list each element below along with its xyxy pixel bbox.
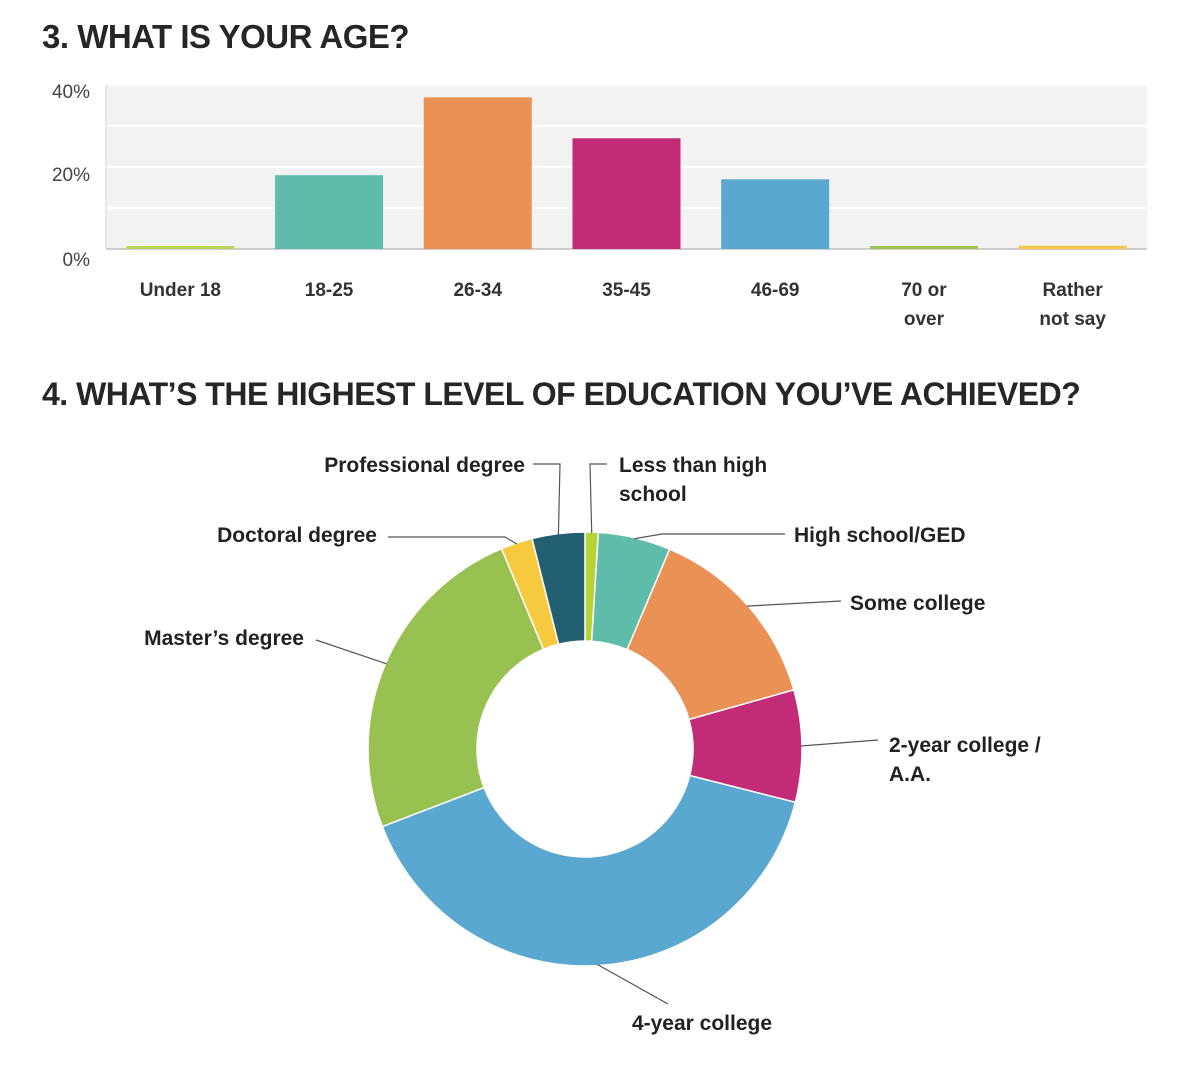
- donut-slice: [626, 548, 795, 721]
- y-tick-label: 0%: [63, 250, 91, 271]
- y-tick-label: 20%: [52, 165, 90, 186]
- x-tick-label: 26-34: [453, 280, 502, 301]
- y-tick-label: 40%: [52, 82, 90, 103]
- bar: [721, 179, 830, 249]
- donut-slice: [531, 531, 586, 646]
- leader-line: [634, 533, 785, 540]
- leader-line: [315, 639, 387, 665]
- x-tick-label: 35-45: [602, 280, 651, 301]
- slice-label: Master’s degree: [144, 627, 304, 650]
- leader-line: [800, 739, 879, 747]
- bar: [1018, 245, 1127, 249]
- x-tick-label: Rather not say: [1039, 280, 1106, 330]
- slice-label: 4-year college: [632, 1012, 772, 1035]
- donut-slice: [687, 688, 803, 804]
- slice-label: Less than high school: [619, 454, 767, 506]
- x-tick-label: Under 18: [140, 280, 221, 301]
- slice-label: 2-year college / A.A.: [889, 734, 1041, 786]
- leader-line: [533, 463, 561, 535]
- x-tick-label: 46-69: [751, 280, 800, 301]
- bar: [423, 97, 532, 249]
- donut-slice: [381, 774, 797, 967]
- leader-line: [746, 600, 842, 607]
- age-chart-title: 3. WHAT IS YOUR AGE?: [42, 18, 410, 55]
- donut-slice: [584, 531, 600, 642]
- bar: [572, 138, 681, 249]
- slice-label: High school/GED: [794, 524, 966, 547]
- bar: [275, 175, 384, 249]
- leader-line: [388, 536, 518, 545]
- age-bar-chart: 0% 20% 40% Under 18 18-25 26-34 35-45 46-69 70 o…: [52, 82, 1147, 330]
- leader-line: [597, 964, 669, 1005]
- donut-slice: [500, 537, 560, 651]
- slice-label: Professional degree: [324, 454, 525, 477]
- slice-label: Some college: [850, 592, 985, 615]
- education-chart-title: 4. WHAT’S THE HIGHEST LEVEL OF EDUCATION…: [42, 376, 1081, 412]
- bar: [869, 246, 978, 249]
- donut-slice: [590, 531, 671, 651]
- x-tick-label: 18-25: [305, 280, 354, 301]
- donut-slice: [367, 547, 545, 828]
- slice-label: Doctoral degree: [217, 524, 377, 547]
- x-tick-label: 70 or over: [901, 280, 947, 330]
- bar: [126, 246, 235, 249]
- leader-line: [589, 463, 607, 534]
